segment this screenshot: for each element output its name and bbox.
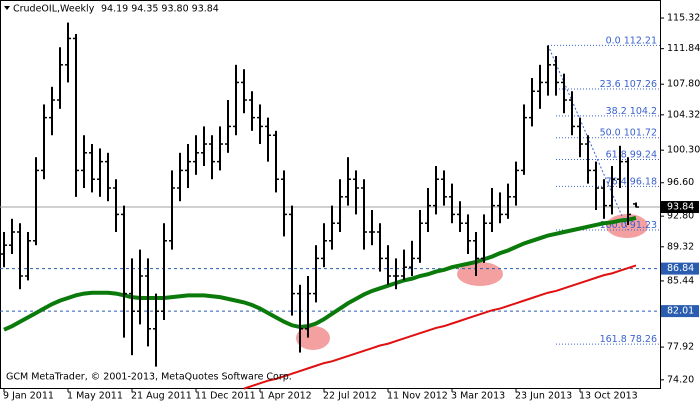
fib-ratio: 0.0 xyxy=(606,35,621,46)
level-box xyxy=(661,305,699,318)
x-tick-label: 23 Jun 2013 xyxy=(515,391,572,402)
y-tick-label: 74.20 xyxy=(667,374,694,385)
fib-price: 104.2 xyxy=(630,105,657,116)
quote: 94.19 94.35 93.80 93.84 xyxy=(101,4,219,15)
menu-icon xyxy=(4,6,10,10)
y-tick-label: 115.32 xyxy=(667,13,700,24)
x-tick-label: 21 Aug 2011 xyxy=(131,391,192,402)
x-tick-label: 1 Apr 2012 xyxy=(259,391,312,402)
symbol: CrudeOIL,Weekly xyxy=(13,4,95,15)
y-tick-label: 85.44 xyxy=(667,275,694,286)
y-tick-label: 100.30 xyxy=(667,145,700,156)
x-tick-label: 11 Dec 2011 xyxy=(195,391,256,402)
level-label: 82.01 xyxy=(667,306,694,317)
level-box xyxy=(661,262,699,275)
plot-layer: 0.0 112.21 23.6 107.26 38.2 104.2 50.0 101.… xyxy=(0,22,660,390)
y-tick-label: 96.60 xyxy=(667,177,694,188)
highlight xyxy=(457,262,503,286)
y-tick-label: 107.80 xyxy=(667,79,700,90)
fib-price: 78.26 xyxy=(630,334,657,345)
fib-label: 0.0 112.21 xyxy=(606,35,657,46)
fib-label: 76.4 96.18 xyxy=(606,176,657,187)
x-tick-label: 9 Jan 2011 xyxy=(3,391,54,402)
fib-label: 38.2 104.2 xyxy=(606,105,657,116)
footer: GCM MetaTrader, © 2001-2013, MetaQuotes … xyxy=(6,372,292,383)
fib-price: 99.24 xyxy=(630,149,657,160)
y-tick-label: 89.32 xyxy=(667,241,694,252)
x-tick-label: 11 Nov 2012 xyxy=(387,391,448,402)
x-tick-label: 22 Jul 2012 xyxy=(323,391,377,402)
y-tick-label: 104.32 xyxy=(667,109,700,120)
fib-price: 96.18 xyxy=(630,176,657,187)
x-tick-label: 13 Oct 2013 xyxy=(579,391,638,402)
fib-label: 50.0 101.72 xyxy=(600,127,657,138)
price-box xyxy=(661,201,699,214)
x-tick-label: 3 Mar 2013 xyxy=(451,391,505,402)
fib-label: 161.8 78.26 xyxy=(600,334,657,345)
fib-ratio: 61.8 xyxy=(606,149,627,160)
fib-ratio: 100.0 xyxy=(600,219,627,230)
fib-label: 100.0 91.23 xyxy=(600,219,657,230)
trendline xyxy=(243,264,637,390)
fib-price: 112.21 xyxy=(624,35,657,46)
fib-ratio: 161.8 xyxy=(600,334,627,345)
price-label: 93.84 xyxy=(667,202,694,213)
fib-price: 101.72 xyxy=(624,127,657,138)
fib-label: 61.8 99.24 xyxy=(606,149,657,160)
fib-ratio: 76.4 xyxy=(606,176,627,187)
fib-ratio: 50.0 xyxy=(600,127,621,138)
fib-ratio: 23.6 xyxy=(600,78,621,89)
x-tick-label: 1 May 2011 xyxy=(67,391,123,402)
level-label: 86.84 xyxy=(667,263,694,274)
y-tick-label: 92.80 xyxy=(667,211,694,222)
y-tick-label: 111.84 xyxy=(667,43,700,54)
fib-label: 23.6 107.26 xyxy=(600,78,657,89)
fib-ratio: 38.2 xyxy=(606,105,627,116)
fib-price: 107.26 xyxy=(624,78,657,89)
fib-price: 91.23 xyxy=(630,219,657,230)
highlight xyxy=(296,326,330,350)
moving-average xyxy=(3,215,637,332)
y-tick-label: 77.92 xyxy=(667,342,694,353)
